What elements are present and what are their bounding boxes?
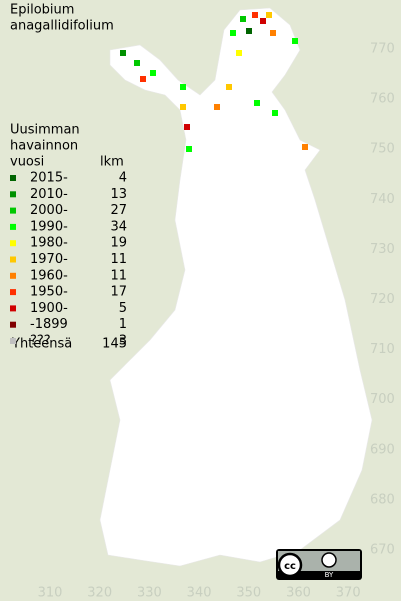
legend-count: 34: [110, 219, 127, 234]
legend-swatch: [10, 338, 16, 344]
legend-swatch: [10, 175, 16, 181]
legend-header: havainnon: [10, 139, 78, 154]
legend-label: 1970-: [30, 252, 68, 267]
legend-total: 145: [102, 337, 127, 352]
legend-swatch: [10, 191, 16, 198]
observation: [270, 30, 276, 36]
observation: [230, 30, 236, 36]
legend-label: 2015-: [30, 171, 68, 186]
legend-total-label: Yhteensä: [11, 337, 72, 352]
legend-label: -1899: [30, 317, 68, 332]
observation: [180, 84, 186, 90]
legend-swatch: [10, 305, 16, 312]
legend-label: 1900-: [30, 301, 68, 316]
observation: [150, 70, 156, 76]
legend-count-header: lkm: [100, 155, 124, 170]
legend-count: 1: [119, 317, 127, 332]
northing-label: 700: [370, 392, 395, 407]
observation: [252, 12, 258, 18]
observation: [240, 16, 246, 22]
easting-label: 330: [137, 586, 162, 601]
legend-swatch: [10, 289, 16, 296]
observation: [186, 146, 192, 152]
observations: [120, 12, 308, 152]
observation: [226, 84, 232, 90]
legend-count: 11: [110, 268, 127, 283]
legend-label: 2010-: [30, 187, 68, 202]
legend-swatch: [10, 321, 16, 328]
observation: [140, 76, 146, 82]
legend-count: 13: [110, 187, 127, 202]
northing-label: 670: [370, 543, 395, 558]
northing-label: 770: [370, 42, 395, 57]
northing-label: 760: [370, 92, 395, 107]
easting-label: 310: [38, 586, 63, 601]
observation: [180, 104, 186, 110]
northing-label: 750: [370, 142, 395, 157]
observation: [246, 28, 252, 34]
cc-icon-text: cc: [284, 561, 296, 572]
title-line: anagallidifolium: [10, 19, 114, 34]
observation: [236, 50, 242, 56]
legend-label: 2000-: [30, 203, 68, 218]
legend-count: 4: [119, 171, 127, 186]
observation: [214, 104, 220, 110]
legend-swatch: [10, 223, 16, 230]
easting-label: 370: [336, 586, 361, 601]
legend-header: Uusimman: [10, 123, 80, 138]
legend-swatch: [10, 256, 16, 263]
legend-label: ???: [30, 334, 51, 349]
legend-label: 1980-: [30, 236, 68, 251]
northing-label: 720: [370, 292, 395, 307]
title-line: Epilobium: [10, 3, 74, 18]
legend-swatch: [10, 207, 16, 214]
legend-count: 19: [110, 236, 127, 251]
observation: [272, 110, 278, 116]
legend-swatch: [10, 272, 16, 279]
observation: [266, 12, 272, 18]
by-icon: [321, 552, 337, 568]
easting-label: 360: [286, 586, 311, 601]
license-text: BY: [325, 571, 334, 579]
easting-label: 340: [187, 586, 212, 601]
legend-count: 11: [110, 252, 127, 267]
northing-label: 680: [370, 492, 395, 507]
legend-label: 1950-: [30, 285, 68, 300]
license-badge: cc BY: [276, 549, 362, 580]
northing-label: 740: [370, 192, 395, 207]
observation: [260, 18, 266, 24]
easting-label: 320: [87, 586, 112, 601]
legend-label: 1960-: [30, 268, 68, 283]
legend-count: 3: [119, 334, 127, 349]
legend-count: 27: [110, 203, 127, 218]
observation: [134, 60, 140, 66]
observation: [184, 124, 190, 130]
northing-label: 730: [370, 242, 395, 257]
northing-label: 690: [370, 442, 395, 457]
easting-label: 350: [236, 586, 261, 601]
legend-label: 1990-: [30, 219, 68, 234]
northing-label: 710: [370, 342, 395, 357]
legend-header: vuosi: [10, 155, 44, 170]
observation: [254, 100, 260, 106]
observation: [302, 144, 308, 150]
legend-swatch: [10, 240, 16, 247]
observation: [292, 38, 298, 44]
legend-count: 17: [110, 285, 127, 300]
legend-count: 5: [119, 301, 127, 316]
observation: [120, 50, 126, 56]
cc-icon: [277, 552, 303, 578]
